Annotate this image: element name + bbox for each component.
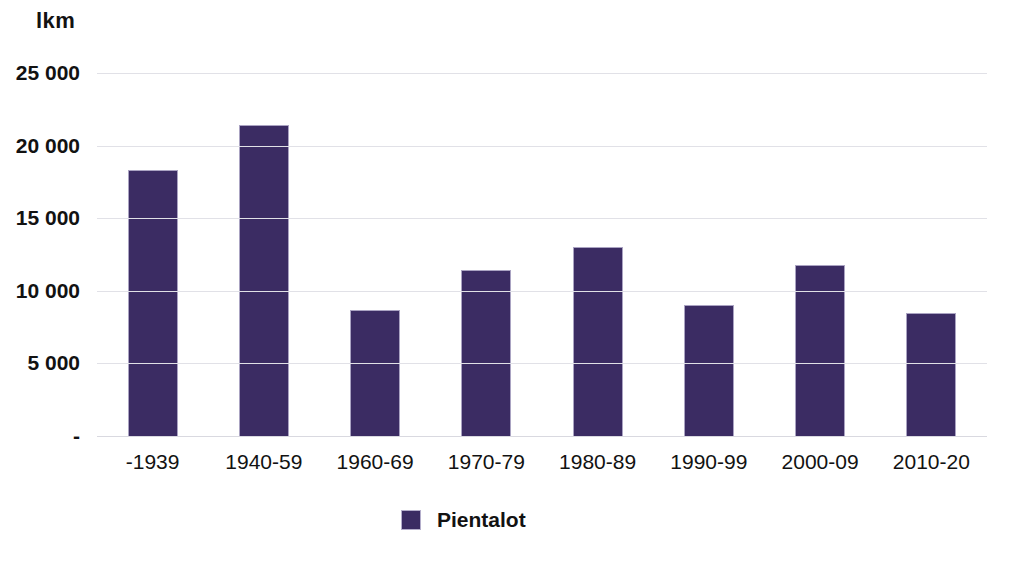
bar-1990-99 [684, 305, 734, 436]
grid-line [97, 363, 987, 364]
legend-swatch-icon [401, 510, 421, 530]
x-tick-label: 1970-79 [431, 450, 542, 474]
y-axis-labels: -5 00010 00015 00020 00025 000 [0, 73, 80, 436]
y-tick-label: 15 000 [0, 206, 80, 230]
bar-chart: lkm - 5 000 10 000 15 000 20 000 25 000 -1939… [0, 0, 1024, 569]
y-tick-label: 10 000 [0, 279, 80, 303]
y-tick-label: 20 000 [0, 134, 80, 158]
grid-line [97, 73, 987, 74]
grid-line [97, 218, 987, 219]
grid-line [97, 291, 987, 292]
legend: Pientalot [401, 508, 526, 532]
x-tick-label: 2000-09 [765, 450, 876, 474]
bar-slot [653, 73, 764, 436]
x-tick-label: 1960-69 [320, 450, 431, 474]
bar-slot [97, 73, 208, 436]
x-axis-labels: -19391940-591960-691970-791980-891990-99… [97, 450, 987, 474]
bars-row [97, 73, 987, 436]
x-tick-label: 1980-89 [542, 450, 653, 474]
y-tick-label: 5 000 [0, 351, 80, 375]
bar-slot [320, 73, 431, 436]
bar-1970-79 [461, 270, 511, 436]
y-tick-label: 25 000 [0, 61, 80, 85]
bar-slot [542, 73, 653, 436]
x-tick-label: -1939 [97, 450, 208, 474]
y-tick-label: - [0, 424, 80, 448]
x-tick-label: 1990-99 [653, 450, 764, 474]
y-axis-title: lkm [36, 8, 75, 34]
x-axis-baseline [97, 436, 987, 437]
bar-1980-89 [573, 247, 623, 436]
bar-slot [765, 73, 876, 436]
legend-label: Pientalot [437, 508, 526, 532]
bar-1940-59 [239, 125, 289, 436]
x-tick-label: 1940-59 [208, 450, 319, 474]
bar-slot [208, 73, 319, 436]
plot-area [97, 73, 987, 436]
bar-1960-69 [350, 310, 400, 436]
bar--1939 [128, 170, 178, 436]
grid-line [97, 146, 987, 147]
bar-slot [876, 73, 987, 436]
x-tick-label: 2010-20 [876, 450, 987, 474]
bar-slot [431, 73, 542, 436]
bar-2010-20 [906, 313, 956, 436]
